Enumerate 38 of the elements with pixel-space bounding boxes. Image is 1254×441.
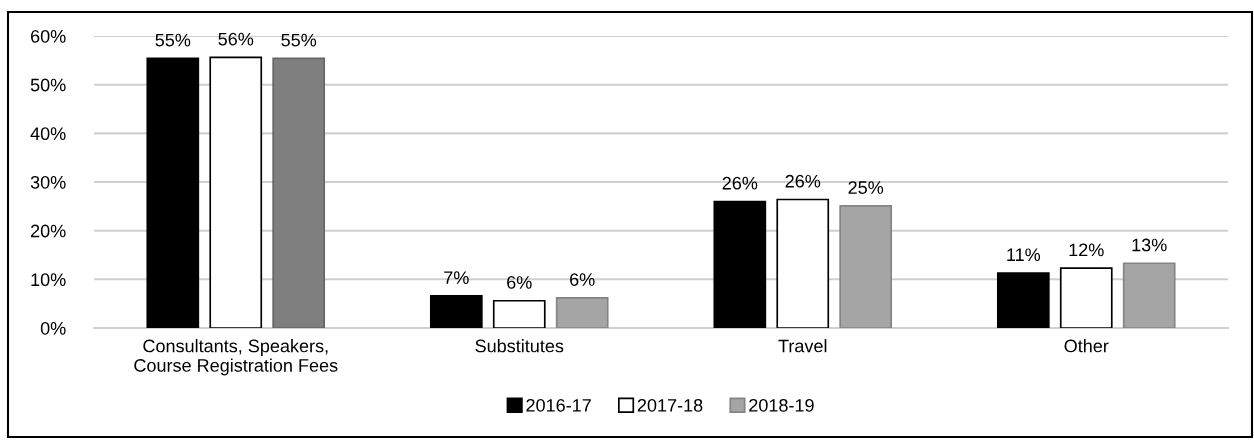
bar (996, 272, 1050, 328)
bar (1059, 267, 1113, 328)
bar (429, 295, 483, 328)
data-label: 55% (155, 33, 191, 47)
data-label: 26% (722, 176, 758, 190)
legend-label: 2018-19 (749, 398, 814, 412)
y-tick-label: 10% (31, 273, 66, 287)
bar (555, 296, 609, 328)
bar (209, 56, 263, 328)
data-label: 7% (444, 271, 469, 284)
bar (839, 205, 893, 328)
data-label: 25% (848, 181, 884, 194)
y-tick-label: 20% (30, 224, 66, 238)
bar (713, 200, 767, 328)
bar (272, 57, 326, 328)
bar (146, 57, 200, 328)
y-tick-label: 40% (30, 127, 66, 141)
x-tick-label: Travel (778, 339, 827, 353)
bar (1122, 262, 1176, 328)
data-label: 11% (1007, 248, 1041, 262)
bar (492, 299, 546, 328)
x-tick-label: Substitutes (475, 339, 564, 353)
y-tick-label: 50% (30, 78, 66, 92)
legend-label: 2017-18 (637, 398, 703, 412)
data-label: 6% (507, 276, 532, 289)
data-label: 26% (785, 174, 821, 188)
data-label: 55% (281, 33, 317, 47)
legend-label: 2016-17 (526, 398, 591, 412)
data-label: 12% (1069, 243, 1104, 257)
bar (776, 198, 830, 328)
y-tick-label: 60% (31, 29, 66, 43)
y-tick-label: 0% (40, 321, 66, 335)
y-tick-label: 30% (30, 175, 66, 189)
x-tick-label: Other (1064, 339, 1109, 353)
data-label: 6% (570, 273, 595, 286)
data-label: 13% (1132, 238, 1167, 252)
x-tick-label: Consultants, Speakers, Course Registration Fees (134, 339, 338, 376)
data-label: 56% (218, 32, 254, 46)
